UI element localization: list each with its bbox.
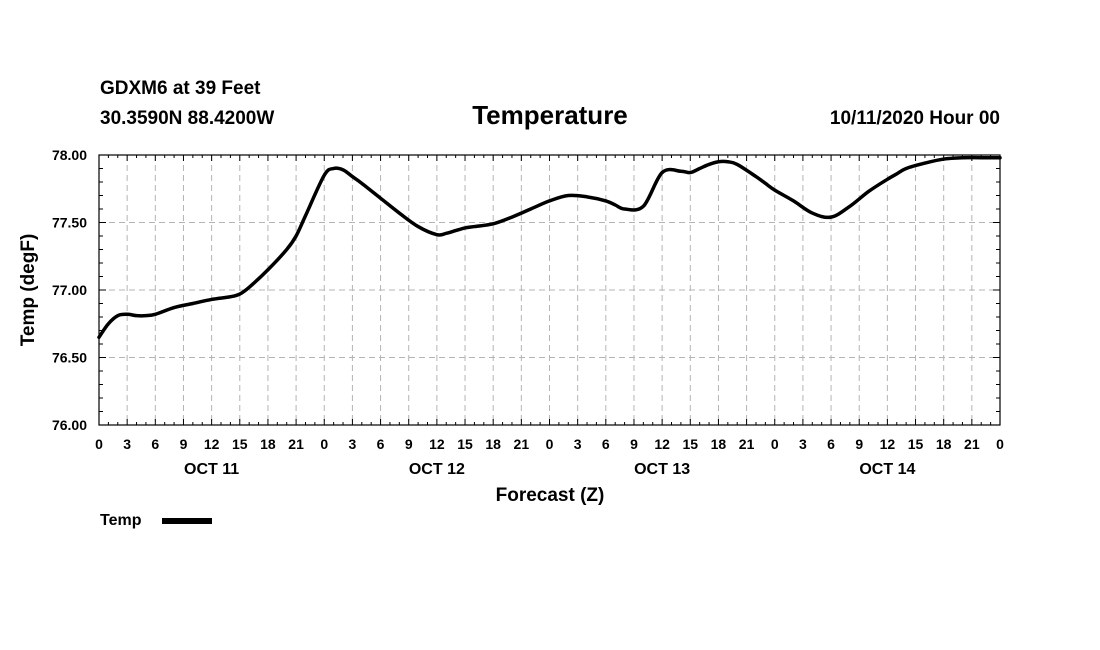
x-tick-label: 6: [602, 436, 610, 452]
x-tick-label: 18: [485, 436, 501, 452]
y-tick-label: 78.00: [52, 147, 87, 163]
y-tick-label: 76.00: [52, 417, 87, 433]
y-tick-label: 76.50: [52, 350, 87, 366]
day-label: OCT 11: [184, 461, 239, 478]
x-tick-label: 21: [288, 436, 304, 452]
location-label: 30.3590N 88.4200W: [100, 108, 274, 129]
x-tick-label: 0: [546, 436, 554, 452]
x-tick-label: 21: [514, 436, 530, 452]
x-tick-label: 0: [95, 436, 103, 452]
x-tick-label: 3: [349, 436, 357, 452]
x-axis-tick-labels: 0 3 6 9 12 15 18 21 0 3 6 9 12 15 18 21 0 3 6 9 12 15 18 21 0 3 6 9…: [95, 436, 1004, 452]
x-tick-label: 12: [204, 436, 220, 452]
x-tick-label: 12: [654, 436, 670, 452]
x-tick-label: 15: [232, 436, 248, 452]
y-tick-label: 77.50: [52, 215, 87, 231]
x-tick-label: 21: [964, 436, 980, 452]
day-label: OCT 13: [634, 461, 690, 478]
x-tick-label: 21: [739, 436, 755, 452]
x-tick-label: 3: [574, 436, 582, 452]
temp-series-line: [97, 155, 1002, 339]
y-axis-tick-labels: 78.00 77.50 77.00 76.50 76.00: [52, 147, 87, 433]
x-tick-label: 3: [123, 436, 131, 452]
y-tick-label: 77.00: [52, 282, 87, 298]
x-tick-label: 9: [630, 436, 638, 452]
x-tick-label: 9: [180, 436, 188, 452]
day-label: OCT 12: [409, 461, 465, 478]
x-tick-label: 15: [682, 436, 698, 452]
x-tick-label: 18: [260, 436, 276, 452]
legend-swatch-temp: [162, 518, 212, 524]
x-tick-label: 0: [771, 436, 779, 452]
issued-time-label: 10/11/2020 Hour 00: [830, 108, 1000, 129]
y-axis-title: Temp (degF): [18, 234, 39, 347]
x-tick-label: 18: [936, 436, 952, 452]
x-tick-label: 6: [377, 436, 385, 452]
grid-lines: [99, 155, 1000, 425]
x-tick-label: 6: [151, 436, 159, 452]
x-tick-label: 12: [880, 436, 896, 452]
day-labels: OCT 11 OCT 12 OCT 13 OCT 14: [184, 461, 915, 478]
chart-title: Temperature: [472, 100, 628, 130]
x-tick-label: 6: [827, 436, 835, 452]
x-tick-label: 18: [711, 436, 727, 452]
day-label: OCT 14: [859, 461, 915, 478]
legend: Temp: [100, 512, 212, 529]
x-tick-label: 9: [405, 436, 413, 452]
x-tick-label: 0: [320, 436, 328, 452]
x-tick-label: 0: [996, 436, 1004, 452]
plot-frame: [98, 154, 1001, 426]
x-axis-title: Forecast (Z): [496, 485, 605, 506]
x-tick-label: 15: [457, 436, 473, 452]
x-tick-label: 9: [855, 436, 863, 452]
x-tick-label: 3: [799, 436, 807, 452]
x-tick-label: 12: [429, 436, 445, 452]
station-label: GDXM6 at 39 Feet: [100, 78, 261, 99]
x-tick-label: 15: [908, 436, 924, 452]
legend-label-temp: Temp: [100, 512, 142, 529]
